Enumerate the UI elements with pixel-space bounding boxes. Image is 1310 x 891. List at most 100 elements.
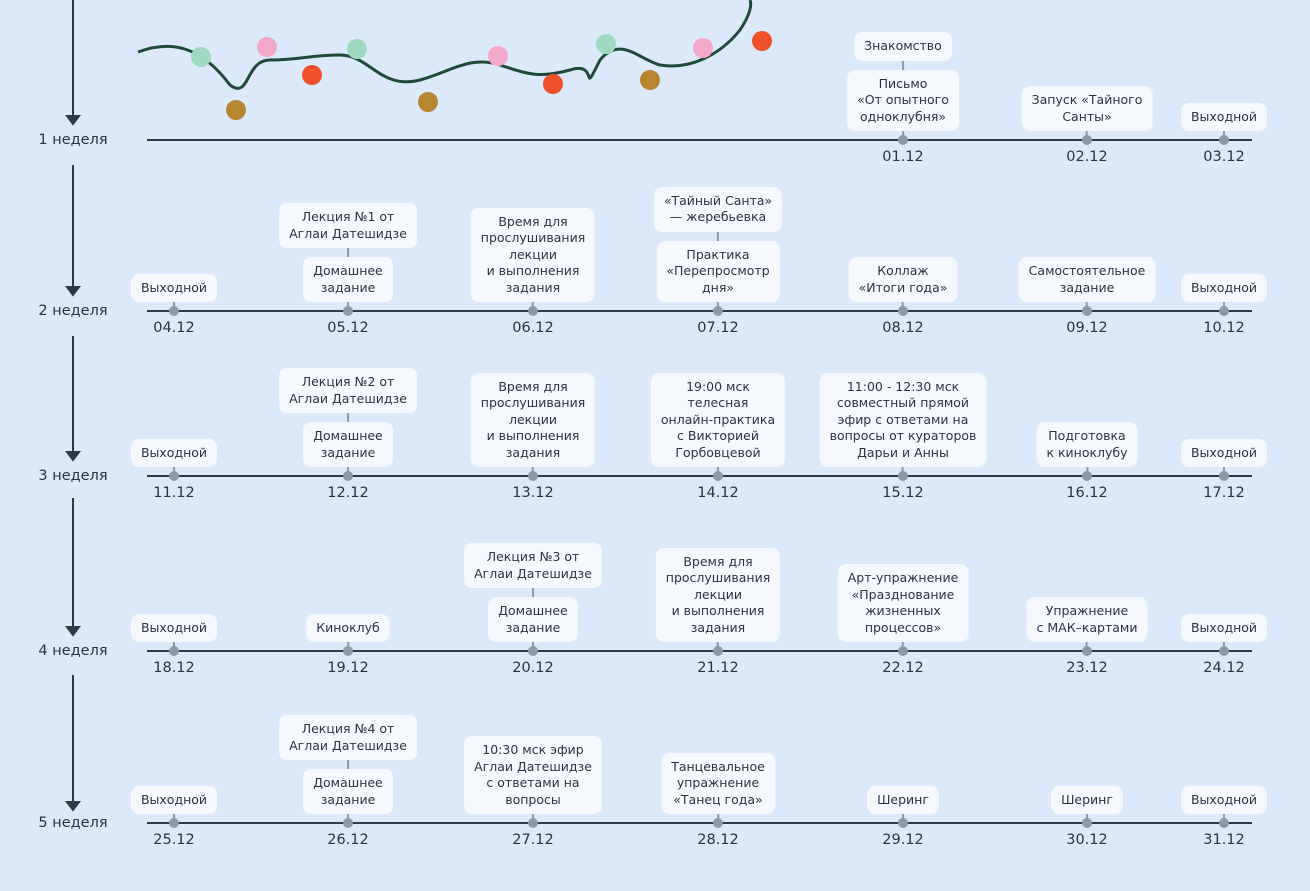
event-stack: Лекция №2 от Аглаи Датешидзе Домашнее зад… xyxy=(279,368,417,476)
connector xyxy=(172,814,175,823)
event-box: Выходной xyxy=(1180,273,1268,302)
event-box: Выходной xyxy=(130,613,218,642)
event-stack: Выходной xyxy=(1180,438,1268,476)
week-arrows xyxy=(65,0,81,812)
day-dot xyxy=(713,818,723,828)
event-box: Танцевальное упражнение «Танец года» xyxy=(661,752,775,814)
connector xyxy=(716,231,719,241)
day-dot xyxy=(343,646,353,656)
event-stack: Шеринг xyxy=(867,785,939,823)
day-dot xyxy=(713,306,723,316)
event-box: Самостоятельное задание xyxy=(1018,257,1156,302)
week-label: 1 неделя xyxy=(38,132,108,148)
day-dot xyxy=(169,818,179,828)
day-date: 05.12 xyxy=(327,320,369,336)
event-stack: Упражнение с МАК–картами xyxy=(1026,597,1148,651)
day-dot xyxy=(1219,646,1229,656)
event-box: Запуск «Тайного Санты» xyxy=(1021,86,1153,131)
event-box: Домашнее задание xyxy=(303,422,393,467)
week-line xyxy=(147,310,1252,312)
day-dot xyxy=(169,471,179,481)
connector xyxy=(1085,642,1088,651)
event-box: Выходной xyxy=(1180,102,1268,131)
connector xyxy=(531,302,534,311)
event-stack: «Тайный Санта» — жеребьевка Практика «Пер… xyxy=(653,186,783,311)
event-box: Арт-упражнение «Празднование жизненных п… xyxy=(837,564,969,642)
connector xyxy=(1085,814,1088,823)
event-box: 19:00 мск телесная онлайн-практика с Вик… xyxy=(650,372,786,467)
day-dot xyxy=(343,471,353,481)
connector xyxy=(531,467,534,476)
event-stack: Выходной xyxy=(130,613,218,651)
event-box: Домашнее задание xyxy=(303,769,393,814)
day-date: 17.12 xyxy=(1203,485,1245,501)
event-stack: 11:00 - 12:30 мск совместный прямой эфир… xyxy=(819,372,987,476)
day-date: 29.12 xyxy=(882,832,924,848)
event-box: Шеринг xyxy=(867,785,939,814)
connector xyxy=(1222,814,1225,823)
day-date: 03.12 xyxy=(1203,149,1245,165)
day-date: 21.12 xyxy=(697,660,739,676)
connector xyxy=(717,814,719,823)
event-stack: Танцевальное упражнение «Танец года» xyxy=(661,752,775,823)
event-box: Выходной xyxy=(1180,613,1268,642)
event-box: Лекция №2 от Аглаи Датешидзе xyxy=(279,368,417,413)
connector xyxy=(901,302,904,311)
event-box: Лекция №3 от Аглаи Датешидзе xyxy=(464,543,602,588)
day-date: 14.12 xyxy=(697,485,739,501)
connector xyxy=(1222,642,1225,651)
connector xyxy=(532,642,534,651)
event-box: 10:30 мск эфир Аглаи Датешидзе с ответам… xyxy=(464,736,602,814)
week-line xyxy=(147,139,1252,141)
event-stack: Арт-упражнение «Празднование жизненных п… xyxy=(837,564,969,651)
day-dot xyxy=(343,818,353,828)
event-stack: Шеринг xyxy=(1051,785,1123,823)
connector xyxy=(717,467,719,476)
day-date: 19.12 xyxy=(327,660,369,676)
day-date: 11.12 xyxy=(153,485,195,501)
day-date: 02.12 xyxy=(1066,149,1108,165)
day-date: 06.12 xyxy=(512,320,554,336)
event-stack: Выходной xyxy=(130,785,218,823)
event-box: Выходной xyxy=(130,438,218,467)
day-dot xyxy=(898,135,908,145)
event-box: Выходной xyxy=(1180,438,1268,467)
day-dot xyxy=(528,646,538,656)
event-stack: Коллаж «Итоги года» xyxy=(848,257,958,311)
event-stack: Лекция №3 от Аглаи Датешидзе Домашнее зад… xyxy=(464,543,602,651)
connector xyxy=(347,760,349,769)
connector xyxy=(532,588,534,597)
connector xyxy=(347,467,349,476)
day-dot xyxy=(1219,135,1229,145)
event-box: Выходной xyxy=(130,273,218,302)
event-stack: Выходной xyxy=(130,273,218,311)
day-date: 12.12 xyxy=(327,485,369,501)
day-date: 08.12 xyxy=(882,320,924,336)
event-stack: Выходной xyxy=(1180,102,1268,140)
connector xyxy=(902,642,904,651)
day-dot xyxy=(528,818,538,828)
connector xyxy=(902,60,904,70)
connector xyxy=(347,248,349,257)
connector xyxy=(902,467,904,476)
event-stack: Лекция №4 от Аглаи Датешидзе Домашнее зад… xyxy=(279,715,417,823)
connector xyxy=(347,413,349,422)
event-box: Коллаж «Итоги года» xyxy=(848,257,958,302)
day-dot xyxy=(1082,135,1092,145)
day-dot xyxy=(1219,306,1229,316)
connector xyxy=(716,642,719,651)
connector xyxy=(172,642,175,651)
day-dot xyxy=(1219,471,1229,481)
connector xyxy=(347,302,349,311)
day-date: 30.12 xyxy=(1066,832,1108,848)
event-box: Письмо «От опытного одноклубня» xyxy=(847,69,959,131)
event-stack: Выходной xyxy=(1180,273,1268,311)
event-stack: Выходной xyxy=(1180,613,1268,651)
week-label: 2 неделя xyxy=(38,303,108,319)
event-stack: Знакомство Письмо «От опытного одноклубня… xyxy=(847,32,959,140)
day-dot xyxy=(898,646,908,656)
connector xyxy=(1222,467,1225,476)
event-box: Лекция №4 от Аглаи Датешидзе xyxy=(279,715,417,760)
week-line xyxy=(147,650,1252,652)
